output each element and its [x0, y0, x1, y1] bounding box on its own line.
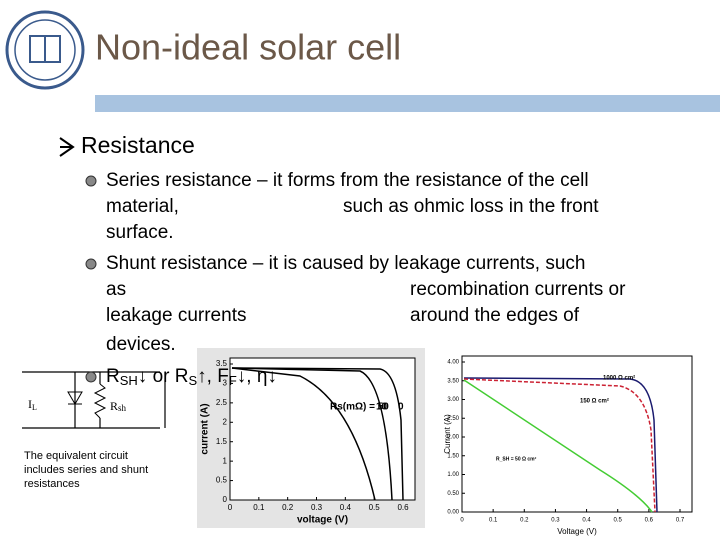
y-tick-label: 2	[223, 417, 228, 426]
bullet-text: surface.	[106, 222, 174, 243]
y-tick-label: 3.00	[447, 397, 459, 403]
y-axis-label: current (A)	[200, 403, 211, 454]
bullet-text-part: R	[106, 366, 120, 387]
curve	[231, 367, 404, 501]
y-tick-label: 4.00	[447, 360, 459, 366]
x-tick-label: 0.4	[340, 503, 352, 512]
bullet-text: recombination currents or	[410, 279, 626, 300]
diode	[67, 391, 83, 405]
plot-area	[229, 357, 416, 501]
curve	[231, 367, 393, 501]
figure: 0 0.1 0.2 0.3 0.4 0.5 0.6 0.7 0.00 0.50 1.00 1.50 2.…	[440, 350, 695, 536]
source-label-part: I	[28, 397, 32, 411]
source-label-part: L	[32, 403, 37, 412]
y-tick-label: 1.00	[447, 472, 459, 478]
figure: 0 0.1 0.2 0.3 0.4 0.5 0.6 0 0.5 1 1.5 2 2.5 3 3.5 volta…	[197, 348, 425, 528]
x-tick-label: 0.3	[311, 503, 323, 512]
bullet-text: Shunt resistance – it is caused by leaka…	[106, 253, 585, 274]
title-bar	[95, 95, 720, 112]
y-tick-label: 0.50	[447, 491, 459, 497]
bullet-dot	[85, 175, 97, 187]
x-tick-label: 0	[460, 518, 464, 524]
caption: includes series and shunt	[24, 464, 148, 476]
x-tick-label: 0.7	[676, 518, 685, 524]
curve-label: 1000 Ω cm²	[603, 375, 635, 382]
resistor	[93, 383, 107, 419]
x-axis-label: Voltage (V)	[557, 527, 597, 536]
bullet-text: RSH↓ or RS↑, FF↓, η↓	[106, 366, 277, 388]
resistor-label-part: R	[110, 399, 118, 413]
resistor-label-part: sh	[118, 403, 127, 413]
x-tick-label: 0.3	[551, 518, 560, 524]
x-tick-label: 0.6	[645, 518, 654, 524]
bullet-text-part: ↑, F	[197, 366, 229, 387]
y-tick-label: 2.50	[447, 416, 459, 422]
resistor-label: Rsh	[110, 399, 127, 413]
y-tick-label: 3	[223, 379, 228, 388]
bullet-text: as	[106, 279, 126, 300]
bullet-text: material,	[106, 196, 179, 217]
bullet-text: around the edges of	[410, 305, 580, 326]
y-tick-label: 1.5	[216, 437, 228, 446]
bullet-text: Series resistance – it forms from the re…	[106, 170, 589, 191]
x-tick-label: 0.5	[369, 503, 381, 512]
caption: resistances	[24, 478, 80, 490]
logo	[5, 10, 85, 90]
curve-label: R_SH = 50 Ω cm²	[496, 456, 537, 462]
subscript: SH	[120, 373, 138, 388]
curve	[231, 367, 376, 501]
y-tick-label: 0	[223, 495, 228, 504]
y-tick-label: 2.00	[447, 435, 459, 441]
y-tick-label: 3.5	[216, 359, 228, 368]
x-tick-label: 0.6	[397, 503, 409, 512]
y-tick-label: 3.50	[447, 378, 459, 384]
section-heading: Resistance	[81, 132, 195, 158]
caption: The equivalent circuit	[24, 450, 128, 462]
y-tick-label: 0.5	[216, 476, 228, 485]
subscript: S	[188, 373, 197, 388]
x-tick-label: 0.4	[582, 518, 591, 524]
x-tick-label: 0.2	[282, 503, 294, 512]
bullet-text: leakage currents	[106, 305, 246, 326]
bullet-text: devices.	[106, 334, 176, 355]
y-tick-label: 2.5	[216, 398, 228, 407]
circuit: IL Rsh The equivalent circuit includes seri…	[22, 371, 166, 490]
x-tick-label: 0.2	[520, 518, 529, 524]
x-tick-label: 0	[228, 503, 233, 512]
curve-label: 10	[376, 402, 388, 413]
x-tick-label: 0.1	[489, 518, 498, 524]
bullet-text: such as ohmic loss in the front	[343, 196, 599, 217]
plot-area	[461, 355, 693, 513]
title: Non-ideal solar cell	[95, 27, 401, 68]
curve-label: Rs(mΩ) = 50	[330, 402, 389, 413]
y-tick-label: 1	[223, 456, 228, 465]
subscript: F	[229, 373, 237, 388]
curve-label: 150 Ω cm²	[580, 398, 609, 405]
curve-label: 0	[398, 402, 404, 413]
x-axis-label: voltage (V)	[297, 515, 348, 526]
curve	[463, 377, 658, 513]
y-tick-label: 1.50	[447, 453, 459, 459]
source-label: IL	[28, 397, 37, 412]
y-tick-label: 0.00	[447, 510, 459, 516]
x-tick-label: 0.1	[253, 503, 265, 512]
arrow-bullet	[59, 137, 75, 157]
bullet-dot	[85, 371, 97, 383]
bullet-text-part: ↓ or R	[138, 366, 189, 387]
y-axis-label: Current (A)	[443, 414, 452, 454]
curve	[463, 379, 653, 513]
bullet-text-part: ↓, η↓	[237, 366, 277, 387]
bullet-dot	[85, 258, 97, 270]
curve	[463, 378, 656, 513]
x-tick-label: 0.5	[614, 518, 623, 524]
